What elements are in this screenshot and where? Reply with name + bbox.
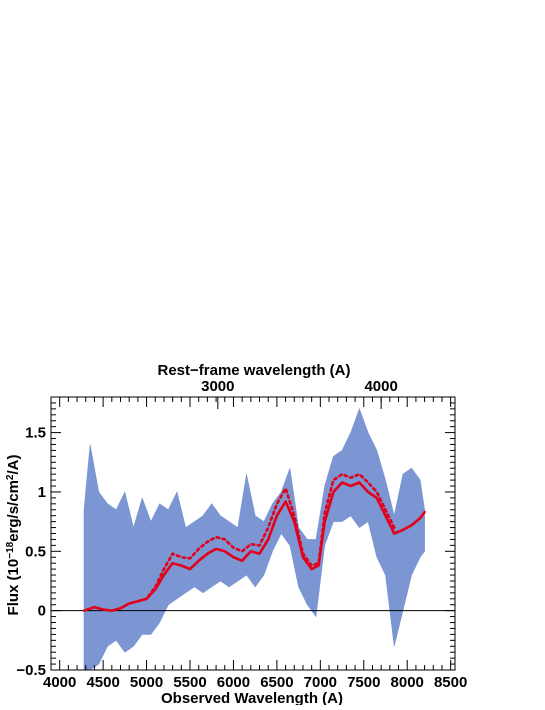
x-tick-label: 6000: [217, 674, 250, 691]
spectrum-band: [83, 408, 425, 671]
y-axis-ticks: −0.5 0 0.5 1 1.5: [16, 396, 455, 679]
x-tick-label: 4500: [86, 674, 119, 691]
x-tick-label: 5000: [130, 674, 163, 691]
x-tick-label: 5500: [173, 674, 206, 691]
y-title-prefix: Flux (10: [5, 559, 22, 616]
y-title-exponent: −18: [5, 541, 16, 558]
x-axis-ticks: 4000 4500 5000 5500 6000 6500 7000 7500 8000 8500: [43, 397, 467, 691]
y-axis-title: Flux (10−18erg/s/cm2/A): [5, 455, 23, 616]
spectrum-band-layer: [83, 408, 425, 671]
model-lines-layer: [82, 472, 426, 612]
top-axis-title: Rest−frame wavelength (A): [158, 362, 351, 379]
x-tick-label: 8000: [391, 674, 424, 691]
top-axis-ticks: 3000 4000: [201, 378, 398, 409]
x-tick-label: 8500: [434, 674, 467, 691]
top-tick-label: 4000: [364, 378, 397, 395]
x-tick-label: 7500: [347, 674, 380, 691]
y-title-exponent-2: 2: [5, 474, 16, 480]
x-axis-title: Observed Wavelength (A): [161, 690, 343, 705]
model-line-dotted: [136, 472, 396, 603]
x-tick-label: 4000: [43, 674, 76, 691]
y-tick-label: 0: [38, 603, 46, 620]
x-tick-label: 6500: [260, 674, 293, 691]
y-title-unit: erg/s/cm: [5, 480, 22, 542]
y-tick-label: 1.5: [25, 425, 46, 442]
y-title-suffix: /A): [5, 455, 22, 475]
y-tick-label: 1: [38, 484, 46, 501]
y-tick-label: 0.5: [25, 543, 46, 560]
top-tick-label: 3000: [201, 378, 234, 395]
y-tick-label: −0.5: [16, 662, 46, 679]
x-tick-label: 7000: [304, 674, 337, 691]
